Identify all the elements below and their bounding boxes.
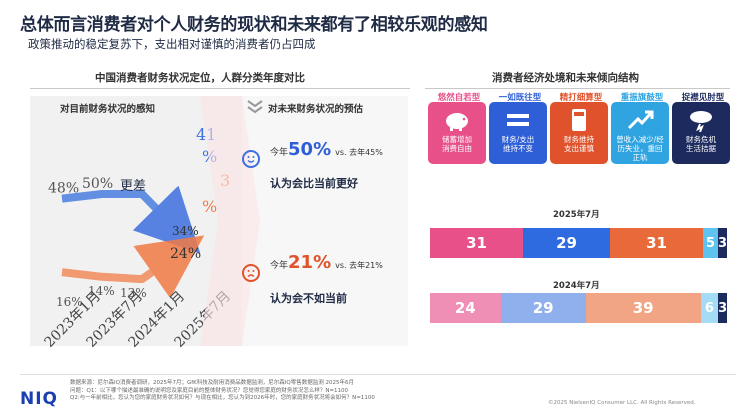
q2-note: Q2:与一年前相比，您认为您的家庭财务状况如何？与现在相比，您认为到2026年时… (70, 395, 375, 401)
frown-face-icon (242, 264, 260, 282)
chart-data-label: 14% (88, 284, 115, 298)
worse-label: 认为会不如当前 (270, 292, 347, 305)
persona-card: 财务/支出 维持不变 (489, 102, 547, 164)
card-title: 悠然自若型 (437, 93, 481, 103)
better-label: 认为会比当前更好 (270, 177, 358, 190)
future-label: 对未来财务状况的预估 (268, 104, 364, 115)
card-title: 精打细算型 (559, 93, 603, 103)
calculator-icon (564, 108, 594, 136)
right-section-heading: 消费者经济处境和未来倾向结构 (492, 72, 639, 84)
page-subtitle: 政策推动的稳定复苏下，支出相对谨慎的消费者仍占四成 (28, 37, 316, 51)
bar-segment: 39 (585, 293, 701, 323)
future-panel-bg (242, 96, 408, 346)
stacked-bar-2025: 31 29 31 5 3 (430, 228, 727, 258)
worse-prefix: 今年 (270, 261, 289, 271)
bar-label-2024: 2024年7月 (553, 281, 600, 291)
footer-divider (20, 374, 736, 375)
storm-cloud-icon (686, 108, 716, 136)
chart-data-label: 48% (48, 181, 79, 197)
card-description: 储蓄增加 消费自由 (442, 135, 472, 153)
left-divider (30, 88, 410, 89)
bar-segment: 24 (430, 293, 501, 323)
card-description: 财务危机 生活拮据 (686, 135, 716, 153)
growth-arrow-icon (625, 108, 655, 136)
bar-segment: 31 (610, 228, 703, 258)
current-label: 对目前财务状况的感知 (60, 104, 156, 115)
chart-data-label: 13% (120, 286, 147, 300)
footer-notes: 数据来源：尼尔森IQ消费者调研，2025年7月；GfK科技及耐用消费品数据监测，… (70, 380, 375, 403)
chart-data-label: 更差 (120, 179, 146, 194)
copyright: ©2025 NielsenIQ Consumer LLC. All Rights… (548, 400, 696, 406)
worse-stat: 今年21% vs. 去年21% (270, 252, 383, 273)
series-line-worse (61, 185, 201, 254)
better-prefix: 今年 (270, 148, 289, 158)
better-value: 50% (288, 139, 332, 160)
q1-note: 问题：Q1：以下哪个描述最准确的说明您及家庭目前的整体财务状况？您觉得您家庭的财… (70, 387, 349, 394)
card-description: 财务维持 支出谨慎 (564, 135, 594, 153)
flow-chevron (200, 96, 260, 346)
left-section-heading: 中国消费者财务状况定位，人群分类年度对比 (95, 72, 305, 84)
card-title: 一如既往型 (498, 93, 542, 103)
bar-segment: 29 (523, 228, 610, 258)
chart-data-label: 24% (170, 246, 201, 262)
bar-segment: 3 (718, 228, 727, 258)
better-stat: 今年50% vs. 去年45% (270, 139, 383, 160)
card-title: 捉襟见肘型 (681, 93, 725, 103)
worse-compare: vs. 去年21% (335, 261, 383, 270)
chevron-down-icon (247, 100, 263, 114)
smile-face-icon (242, 150, 260, 168)
worse-value: 21% (288, 252, 332, 273)
bar-label-2025: 2025年7月 (553, 210, 600, 220)
source-note: 数据来源：尼尔森IQ消费者调研，2025年7月；GfK科技及耐用消费品数据监测，… (70, 380, 354, 386)
bar-segment: 3 (718, 293, 727, 323)
chart-end-label: % (202, 197, 217, 216)
chart-data-label: 16% (56, 295, 83, 309)
chart-data-label: 34% (172, 224, 199, 238)
card-description: 曾收入减少/经 历失业，重回 正轨 (616, 135, 664, 162)
card-title: 重振旗鼓型 (620, 93, 664, 103)
persona-card: 财务危机 生活拮据 (672, 102, 730, 164)
persona-card: 曾收入减少/经 历失业，重回 正轨 (611, 102, 669, 164)
bar-segment: 5 (703, 228, 718, 258)
page-title: 总体而言消费者对个人财务的现状和未来都有了相较乐观的感知 (20, 15, 488, 35)
bar-segment: 31 (430, 228, 523, 258)
bar-segment: 29 (500, 293, 586, 323)
series-line-better (61, 235, 205, 299)
piggy-bank-icon (442, 108, 472, 136)
chart-data-label: 50% (82, 176, 113, 192)
bar-segment: 6 (700, 293, 719, 323)
right-divider (425, 88, 730, 89)
stacked-bar-2024: 24 29 39 6 3 (430, 293, 727, 323)
persona-card: 财务维持 支出谨慎 (550, 102, 608, 164)
niq-logo: NIQ (20, 389, 59, 409)
better-compare: vs. 去年45% (335, 148, 383, 157)
card-description: 财务/支出 维持不变 (501, 135, 535, 153)
persona-card: 储蓄增加 消费自由 (428, 102, 486, 164)
equals-icon (503, 108, 533, 136)
